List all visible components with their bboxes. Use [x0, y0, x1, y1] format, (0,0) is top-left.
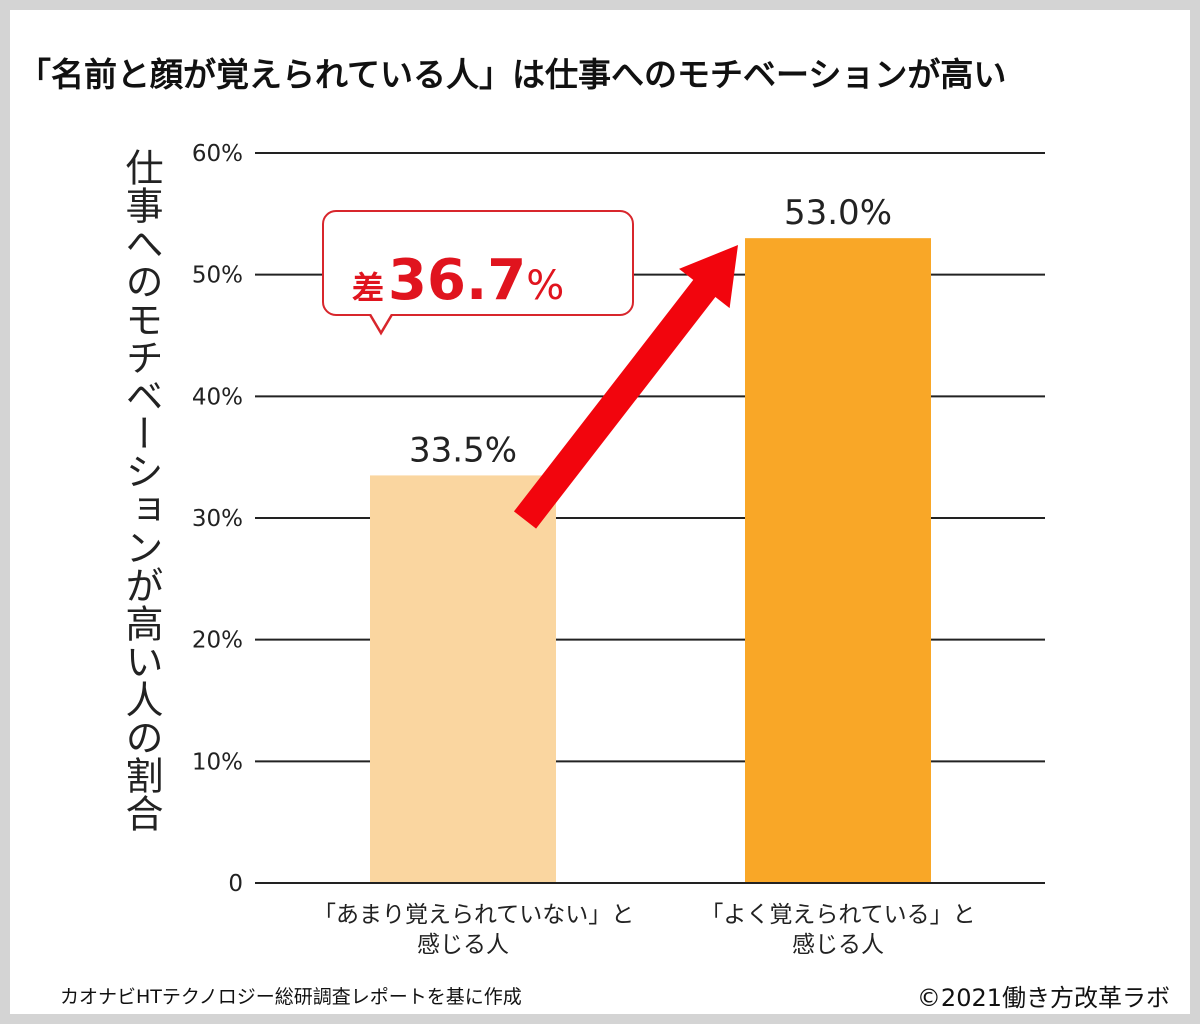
chart-title: 「名前と顔が覚えられている人」は仕事へのモチベーションが高い: [18, 55, 1007, 94]
chart-frame: [10, 10, 1190, 1014]
data-label-0: 33.5%: [409, 430, 517, 470]
y-tick-label: 30%: [192, 506, 243, 532]
category-label-0-line2: 感じる人: [417, 932, 509, 958]
difference-value: 36.7: [388, 248, 527, 313]
y-tick-label: 60%: [192, 141, 243, 167]
category-label-1: 「よく覚えられている」と 感じる人: [688, 900, 988, 960]
data-label-1: 53.0%: [784, 193, 892, 233]
y-tick-label: 10%: [192, 749, 243, 775]
difference-unit: %: [526, 263, 565, 309]
difference-prefix: 差: [352, 269, 385, 307]
increase-arrow: [513, 245, 738, 529]
category-label-1-line2: 感じる人: [792, 932, 884, 958]
difference-callout: [322, 210, 634, 316]
difference-label: 差36.7%: [352, 248, 564, 313]
bar-1: [745, 238, 931, 882]
category-label-0: 「あまり覚えられていない」と感じる人: [313, 900, 635, 960]
y-axis-label: 仕事へのモチベーションが高い人の割合: [119, 148, 163, 832]
y-tick-label: 20%: [192, 628, 243, 654]
y-tick-label: 40%: [192, 384, 243, 410]
source-note: カオナビHTテクノロジー総研調査レポートを基に作成: [60, 986, 522, 1008]
copyright: ©2021働き方改革ラボ: [916, 984, 1170, 1012]
bar-0: [370, 475, 556, 882]
y-tick-label: 50%: [192, 263, 243, 289]
category-label-0-line1: 「あまり覚えられていない」と: [313, 902, 635, 928]
y-tick-label: 0: [228, 871, 243, 897]
category-label-1-line1: 「よく覚えられている」と: [700, 902, 976, 928]
